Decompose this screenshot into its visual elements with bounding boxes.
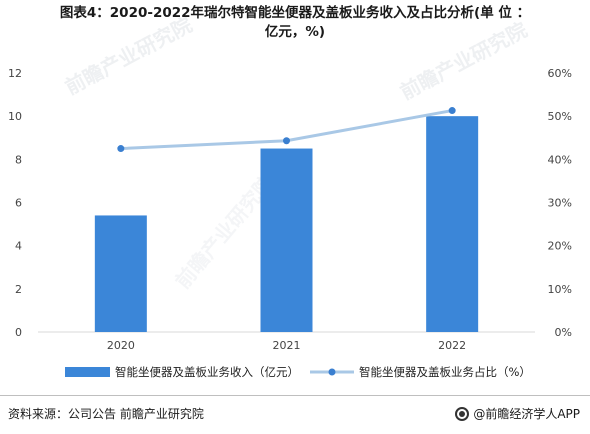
line-share-point bbox=[117, 145, 125, 153]
right-axis-tick-label: 20% bbox=[548, 240, 572, 253]
chart-canvas: 前瞻产业研究院前瞻产业研究院前瞻产业研究院0246810120%10%20%30… bbox=[8, 12, 572, 379]
left-axis-tick-label: 8 bbox=[15, 153, 22, 166]
left-axis-tick-label: 12 bbox=[8, 67, 22, 80]
chart-title-line2: 亿元，%) bbox=[264, 24, 326, 40]
right-axis-tick-label: 40% bbox=[548, 153, 572, 166]
right-axis-tick-label: 30% bbox=[548, 197, 572, 210]
footer: 资料来源：公司公告 前瞻产业研究院 @前瞻经济学人APP bbox=[0, 395, 590, 434]
legend-line-marker bbox=[328, 368, 336, 376]
left-axis-tick-label: 4 bbox=[15, 240, 22, 253]
line-share-point bbox=[283, 137, 290, 145]
bar-revenue bbox=[94, 215, 147, 332]
right-axis-tick-label: 50% bbox=[548, 110, 572, 123]
legend-line-label: 智能坐便器及盖板业务占比（%） bbox=[359, 365, 531, 379]
legend-bar-label: 智能坐便器及盖板业务收入（亿元） bbox=[115, 365, 299, 379]
bar-revenue bbox=[260, 148, 313, 332]
left-axis-tick-label: 6 bbox=[15, 197, 22, 210]
bar-revenue bbox=[426, 116, 479, 333]
left-axis-tick-label: 2 bbox=[15, 283, 22, 296]
brand-logo-icon bbox=[455, 406, 470, 421]
right-axis-tick-label: 0% bbox=[555, 326, 572, 339]
legend-bar-swatch bbox=[65, 367, 110, 377]
chart-title: 图表4：2020-2022年瑞尔特智能坐便器及盖板业务收入及占比分析(单 位 ：… bbox=[0, 4, 590, 42]
chart-title-line1: 图表4：2020-2022年瑞尔特智能坐便器及盖板业务收入及占比分析(单 位 ： bbox=[59, 5, 531, 21]
brand-credit: @前瞻经济学人APP bbox=[455, 405, 580, 422]
line-share-point bbox=[448, 107, 456, 115]
watermark-text: 前瞻产业研究院 bbox=[61, 12, 196, 99]
left-axis-tick-label: 0 bbox=[15, 326, 22, 339]
watermark-text: 前瞻产业研究院 bbox=[396, 17, 531, 104]
right-axis-tick-label: 60% bbox=[548, 67, 572, 80]
x-axis-tick-label: 2021 bbox=[273, 339, 301, 352]
source-note: 资料来源：公司公告 前瞻产业研究院 bbox=[8, 407, 204, 421]
left-axis-tick-label: 10 bbox=[8, 110, 22, 123]
right-axis-tick-label: 10% bbox=[548, 283, 572, 296]
x-axis-tick-label: 2022 bbox=[438, 339, 466, 352]
brand-credit-text: @前瞻经济学人APP bbox=[473, 407, 580, 421]
x-axis-tick-label: 2020 bbox=[107, 339, 135, 352]
